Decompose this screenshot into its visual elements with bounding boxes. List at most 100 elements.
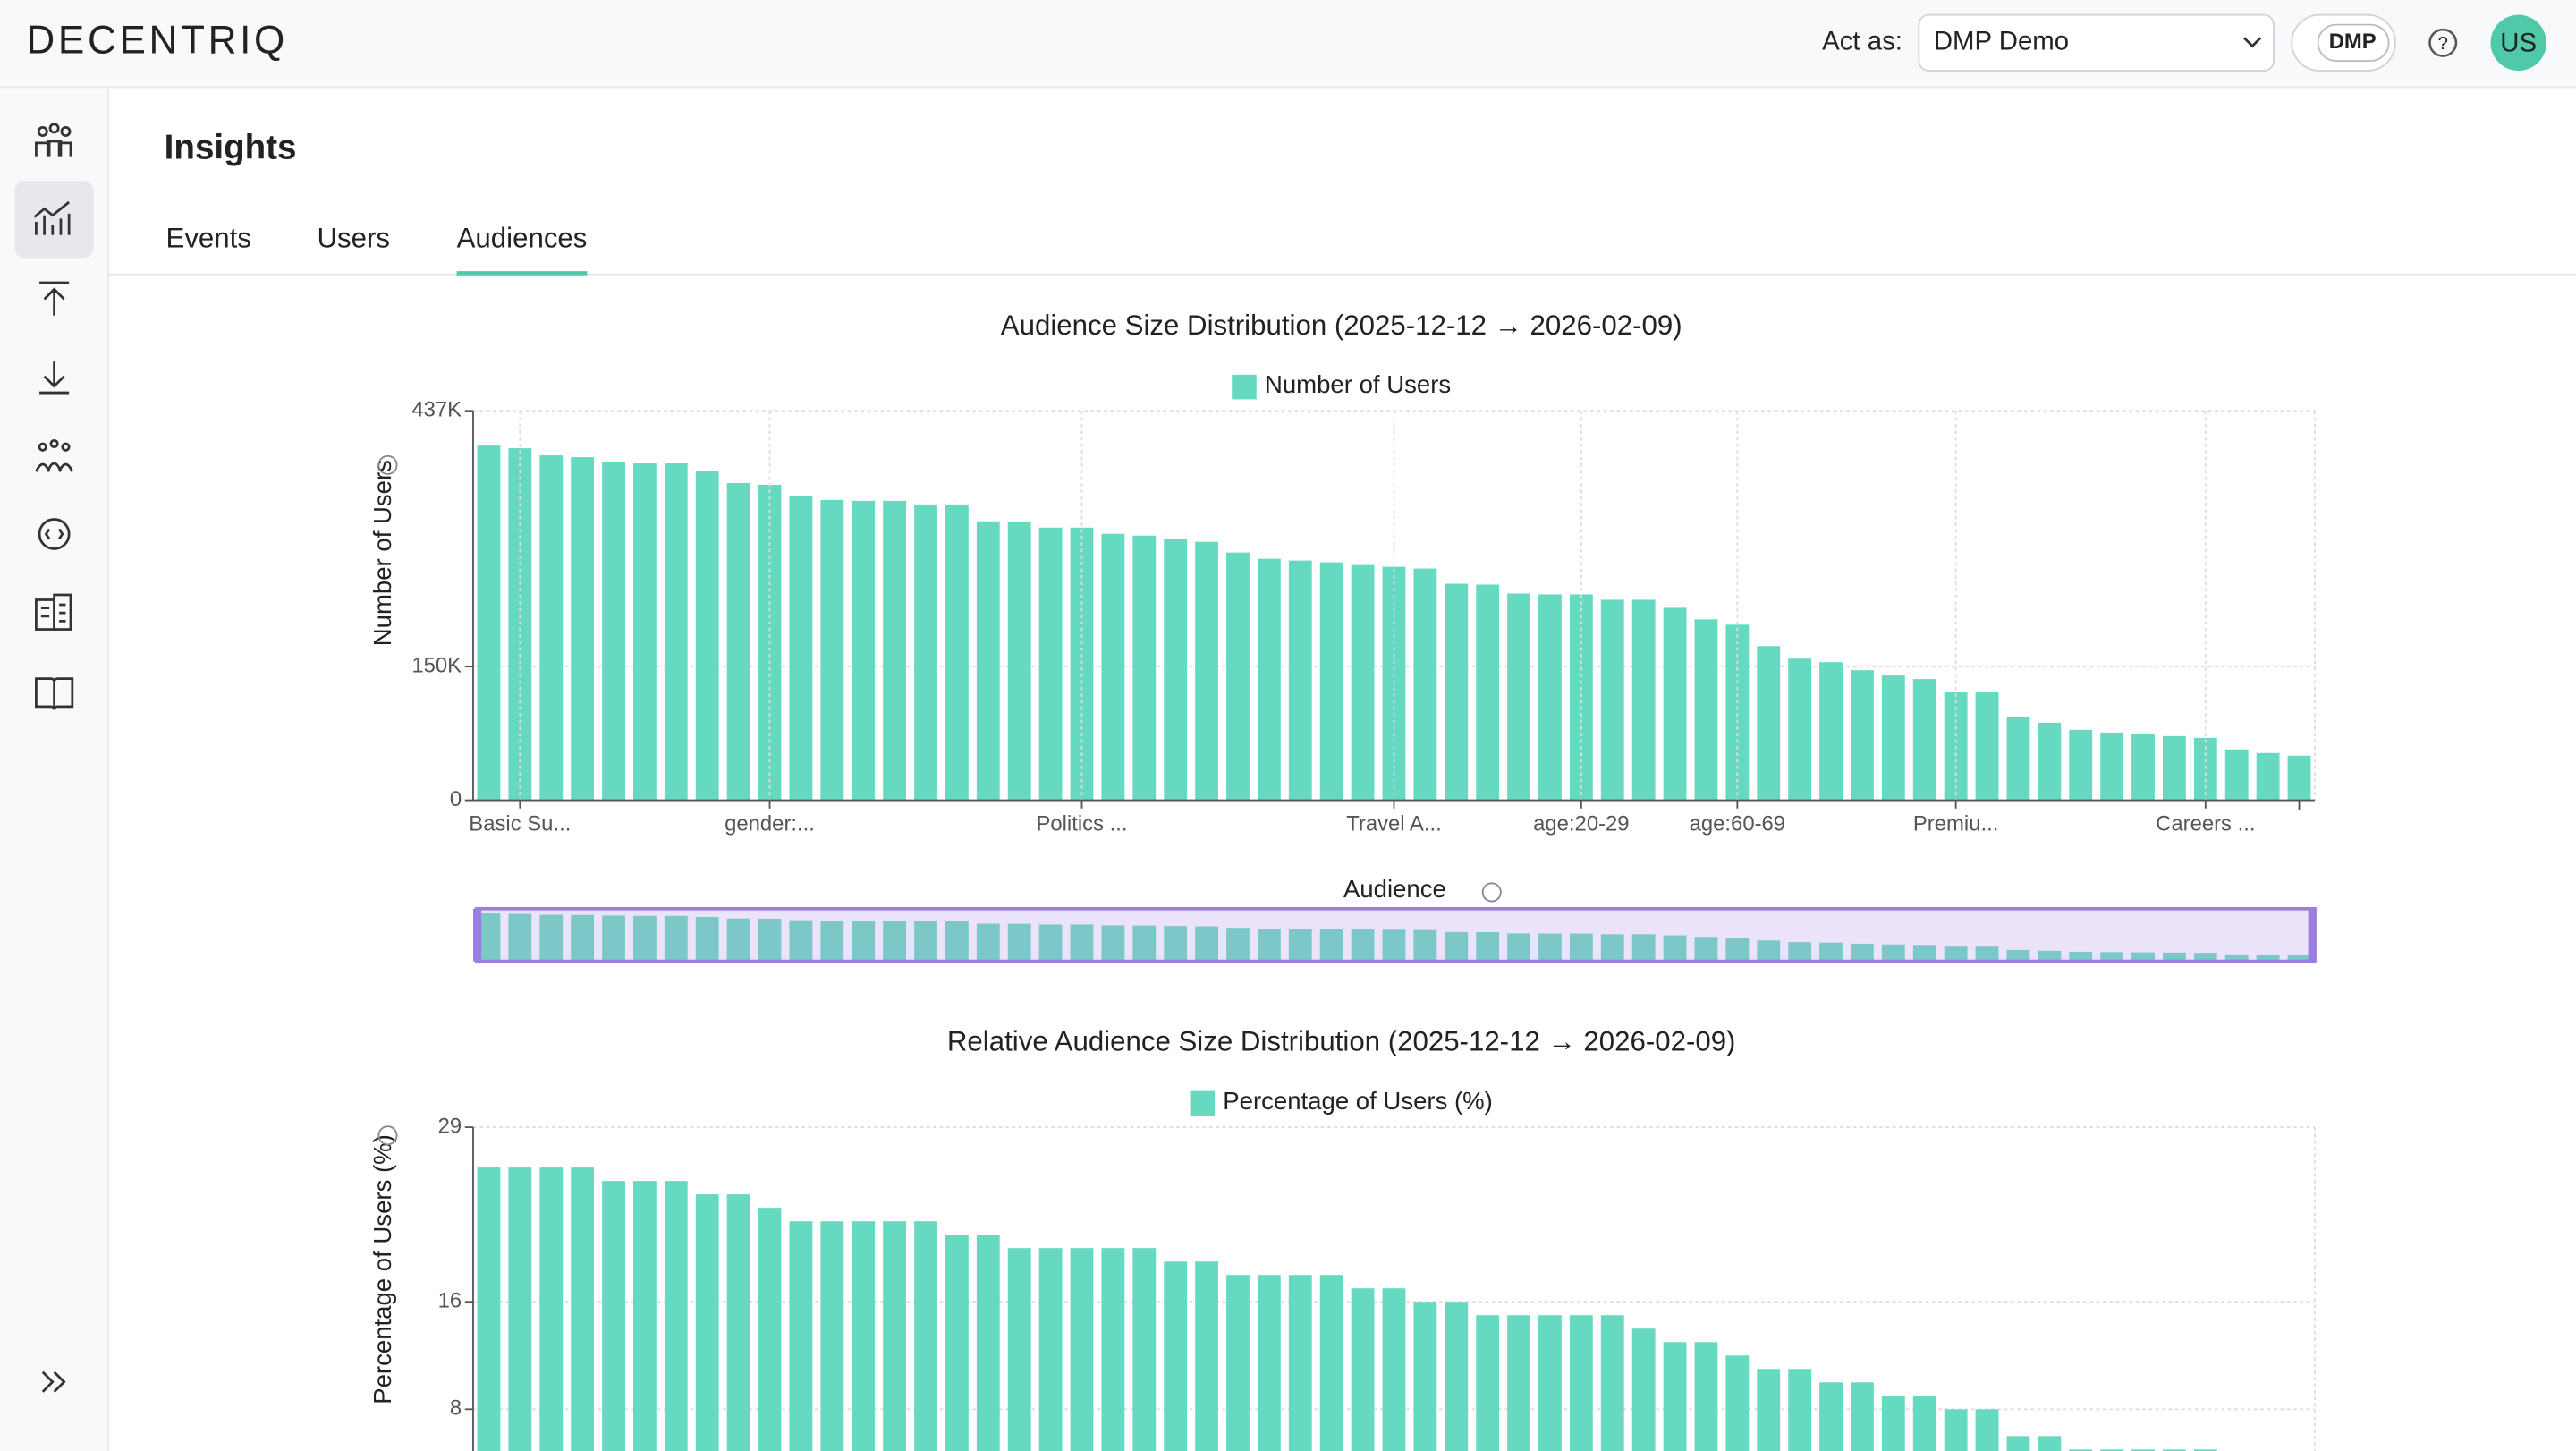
help-icon[interactable] — [2428, 28, 2458, 57]
brush-bar — [602, 915, 625, 962]
nav-segments[interactable] — [35, 438, 74, 472]
bar — [2131, 734, 2155, 801]
bar — [2193, 1449, 2217, 1451]
brush-bar — [1257, 929, 1281, 962]
bar — [695, 471, 719, 801]
bar — [664, 1181, 688, 1451]
brush-bar — [1631, 934, 1656, 962]
bar — [1288, 1275, 1312, 1451]
y-tick-label: 29 — [438, 1114, 462, 1138]
bar — [726, 482, 750, 801]
legend-swatch — [1232, 374, 1257, 400]
bar — [1757, 646, 1781, 801]
bar — [1164, 1261, 1188, 1451]
y-tick-label: 16 — [438, 1289, 462, 1313]
bar — [1912, 1396, 1936, 1451]
y-tick-label: 150K — [411, 653, 462, 677]
brush-bar — [1164, 926, 1188, 962]
brush-bar — [852, 921, 876, 962]
bar — [1819, 1382, 1843, 1451]
brush-bar — [1881, 944, 1905, 962]
brush-bar — [2100, 952, 2124, 962]
avatar[interactable] — [2490, 14, 2546, 72]
bar — [2038, 1436, 2062, 1451]
info-icon[interactable] — [377, 1125, 398, 1146]
tab[interactable]: Users — [317, 222, 390, 253]
brush-bar — [1819, 942, 1843, 962]
nav-audiences[interactable] — [35, 123, 72, 157]
info-icon[interactable] — [1481, 882, 1502, 903]
act-as-label: Act as: — [1822, 27, 1902, 56]
bar — [1101, 1248, 1125, 1451]
brush-bar — [2287, 955, 2311, 962]
bar — [1881, 675, 1905, 801]
bar — [914, 504, 937, 801]
x-tick-label: Careers ... — [2156, 811, 2255, 836]
brush-bar — [883, 921, 907, 962]
x-tick-label: age:20-29 — [1533, 811, 1629, 836]
bar — [2100, 1449, 2124, 1451]
brush-bar — [945, 921, 969, 962]
bar — [1195, 1261, 1218, 1451]
bar — [1070, 1248, 1094, 1451]
bar — [2069, 729, 2093, 801]
bar — [1413, 568, 1437, 801]
chart-title: Audience Size Distribution (2025-12-12 →… — [1001, 310, 1682, 341]
bar — [1038, 1248, 1063, 1451]
bar — [1007, 1248, 1031, 1451]
brush-bar — [2006, 949, 2030, 962]
tab[interactable]: Audiences — [457, 222, 588, 253]
nav-insights[interactable] — [33, 200, 71, 235]
brush-bar — [1101, 925, 1125, 962]
bar — [1476, 1315, 1500, 1451]
brush-bar — [726, 918, 750, 962]
nav-expand[interactable] — [41, 1370, 66, 1393]
info-icon[interactable] — [377, 454, 398, 475]
brush-bar — [976, 923, 1000, 962]
bar — [1569, 1315, 1593, 1451]
brush-bar — [1507, 933, 1530, 962]
bar — [2131, 1449, 2155, 1451]
x-axis-title: Audience — [1343, 875, 1446, 903]
badge-pill — [2317, 23, 2390, 62]
bar — [914, 1221, 937, 1451]
nav-settings[interactable] — [38, 518, 71, 550]
tab[interactable]: Events — [166, 222, 251, 253]
bar — [1725, 1355, 1750, 1451]
brush-bar — [1788, 942, 1812, 962]
bar — [976, 521, 1000, 801]
charts: Audience Size Distribution (2025-12-12 →… — [369, 310, 2317, 1451]
nav-docs[interactable] — [35, 677, 74, 710]
brush-bar — [695, 916, 719, 962]
brush-bar — [914, 921, 937, 962]
bar — [2163, 1449, 2186, 1451]
nav-organization[interactable] — [35, 593, 72, 631]
brush-bar — [1851, 943, 1874, 962]
bar — [1382, 1288, 1406, 1451]
bar — [1631, 1328, 1656, 1451]
brush-bar — [1288, 929, 1312, 962]
logo[interactable]: DECENTRIQ — [26, 18, 288, 62]
bar — [1226, 1275, 1250, 1451]
bar — [1600, 599, 1624, 801]
act-as-select[interactable] — [1918, 13, 2275, 72]
nav-upload[interactable] — [39, 281, 70, 316]
brush-handle-left[interactable] — [472, 908, 482, 962]
nav-icons — [33, 123, 74, 1393]
page-title: Insights — [165, 128, 297, 166]
bar — [571, 1167, 595, 1451]
brush-bar — [2224, 954, 2249, 962]
brush-bar — [1569, 933, 1593, 962]
brush-handle-right[interactable] — [2308, 908, 2317, 962]
bar — [1007, 522, 1031, 801]
bar — [1101, 533, 1125, 801]
bar — [1757, 1369, 1781, 1451]
nav-download[interactable] — [39, 361, 70, 395]
bar — [1257, 1275, 1281, 1451]
bar — [477, 1167, 501, 1451]
bar — [1600, 1315, 1624, 1451]
brush-bar — [508, 913, 532, 962]
act-as-value: DMP Demo — [1934, 27, 2069, 56]
y-tick-label: 437K — [411, 398, 462, 422]
brush-bar — [2038, 950, 2062, 962]
